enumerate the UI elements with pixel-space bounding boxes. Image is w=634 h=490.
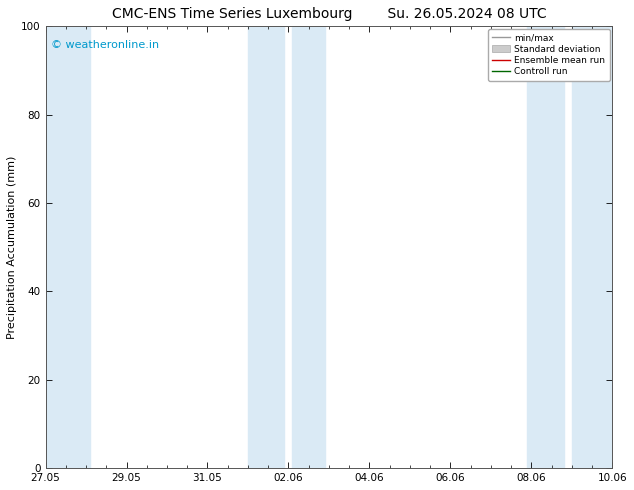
Title: CMC-ENS Time Series Luxembourg        Su. 26.05.2024 08 UTC: CMC-ENS Time Series Luxembourg Su. 26.05… — [112, 7, 547, 21]
Bar — [248, 26, 285, 468]
Bar — [292, 26, 325, 468]
Bar — [572, 26, 614, 468]
Y-axis label: Precipitation Accumulation (mm): Precipitation Accumulation (mm) — [7, 155, 17, 339]
Bar — [527, 26, 564, 468]
Text: © weatheronline.in: © weatheronline.in — [51, 40, 159, 49]
Bar — [44, 26, 90, 468]
Legend: min/max, Standard deviation, Ensemble mean run, Controll run: min/max, Standard deviation, Ensemble me… — [488, 29, 609, 81]
